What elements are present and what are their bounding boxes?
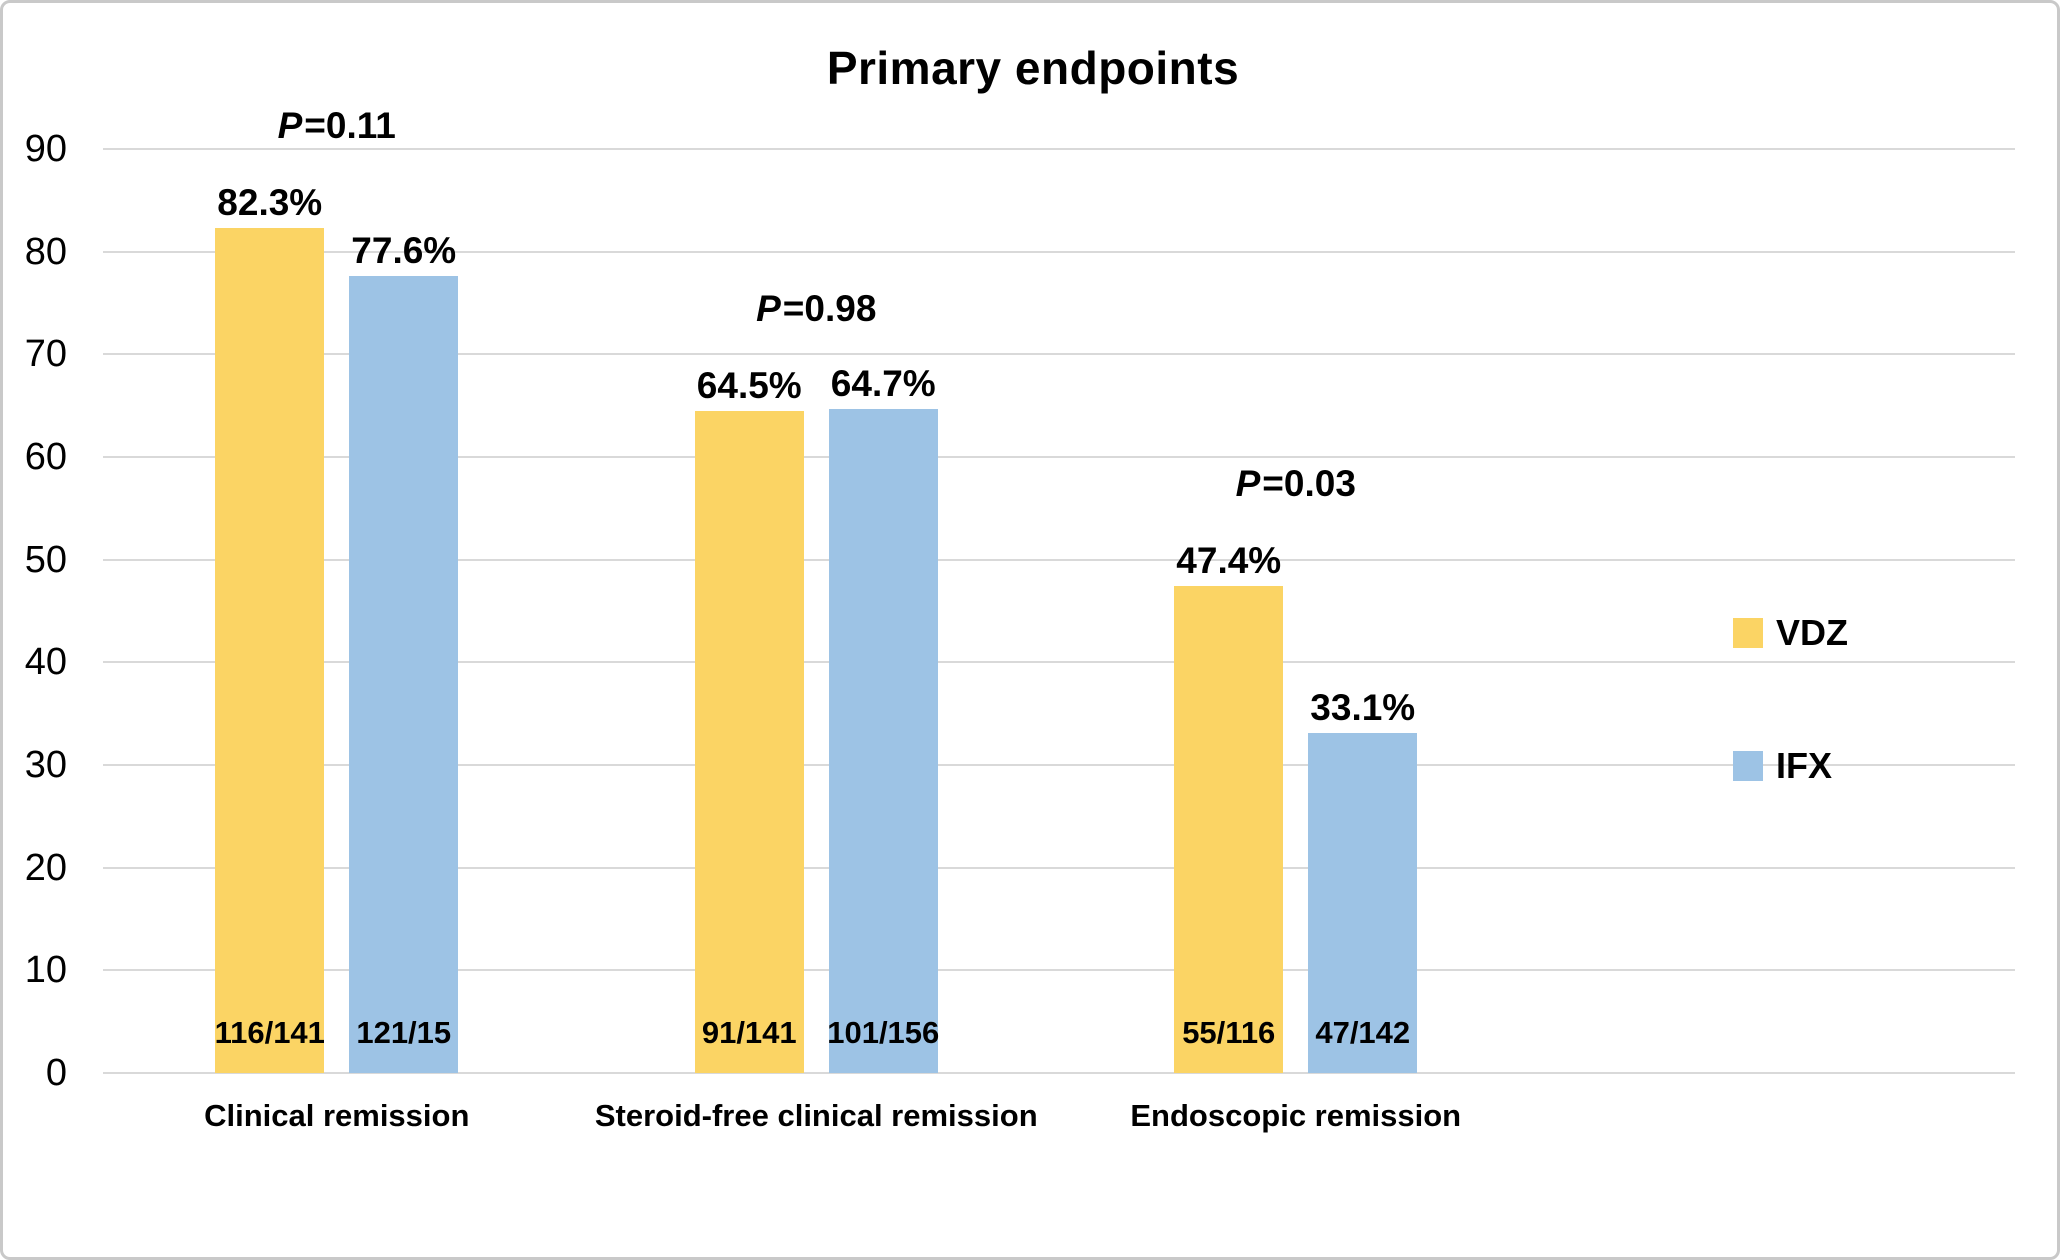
category-label-3: Endoscopic remission — [1130, 1098, 1462, 1133]
gridline-0 — [103, 1072, 2015, 1074]
bar-ifx-1 — [349, 276, 459, 1073]
y-axis-tick-label-70: 70 — [24, 333, 67, 376]
value-label-ifx-3: 33.1% — [1310, 687, 1416, 729]
legend-entry-ifx: IFX — [1733, 748, 1832, 784]
y-axis-tick-label-10: 10 — [24, 949, 67, 992]
gridline-20 — [103, 866, 2015, 869]
y-axis-tick-label-40: 40 — [24, 641, 67, 684]
bar-vdz-2 — [694, 410, 804, 1073]
p-value-label-3: P=0.03 — [1235, 463, 1356, 505]
gridline-30 — [103, 764, 2015, 766]
gridline-60 — [103, 456, 2015, 458]
gridline-50 — [103, 558, 2015, 561]
value-label-ifx-1: 77.6% — [351, 230, 457, 272]
gridline-90 — [103, 148, 2015, 150]
category-label-1: Clinical remission — [204, 1098, 470, 1133]
count-label-ifx-1: 121/15 — [356, 1015, 452, 1050]
y-axis-tick-label-20: 20 — [24, 846, 67, 889]
bar-vdz-1 — [215, 228, 325, 1073]
value-label-vdz-2: 64.5% — [696, 364, 802, 406]
count-label-vdz-2: 91/141 — [701, 1015, 797, 1050]
chart-title: Primary endpoints — [826, 42, 1240, 94]
legend-label-vdz: VDZ — [1776, 612, 1848, 653]
p-value-label-2: P=0.98 — [756, 287, 877, 329]
legend-swatch-vdz-icon — [1733, 618, 1763, 648]
bar-ifx-2 — [828, 408, 938, 1073]
count-label-vdz-3: 55/116 — [1182, 1015, 1276, 1050]
legend-label-ifx: IFX — [1776, 745, 1833, 786]
p-value-label-1: P=0.11 — [277, 105, 396, 147]
count-label-ifx-3: 47/142 — [1315, 1015, 1411, 1050]
y-axis-tick-label-30: 30 — [24, 744, 67, 786]
value-label-vdz-3: 47.4% — [1176, 540, 1282, 582]
y-axis-tick-label-80: 80 — [24, 230, 67, 273]
y-axis-tick-label-0: 0 — [45, 1052, 67, 1094]
legend-swatch-ifx-icon — [1733, 751, 1763, 781]
gridline-80 — [103, 250, 2015, 253]
y-axis-tick-label-50: 50 — [24, 538, 67, 581]
bar-ifx-3 — [1308, 733, 1418, 1073]
value-label-ifx-2: 64.7% — [830, 362, 936, 404]
y-axis-tick-label-60: 60 — [24, 436, 67, 478]
gridline-10 — [103, 969, 2015, 972]
count-label-ifx-2: 101/156 — [827, 1015, 940, 1050]
gridline-40 — [103, 661, 2015, 664]
y-axis-tick-label-90: 90 — [24, 128, 67, 170]
value-label-vdz-1: 82.3% — [217, 182, 323, 224]
category-label-2: Steroid-free clinical remission — [594, 1098, 1038, 1133]
bar-vdz-3 — [1174, 586, 1284, 1073]
count-label-vdz-1: 116/141 — [214, 1015, 325, 1050]
gridline-70 — [103, 353, 2015, 356]
legend-entry-vdz: VDZ — [1733, 615, 1848, 651]
